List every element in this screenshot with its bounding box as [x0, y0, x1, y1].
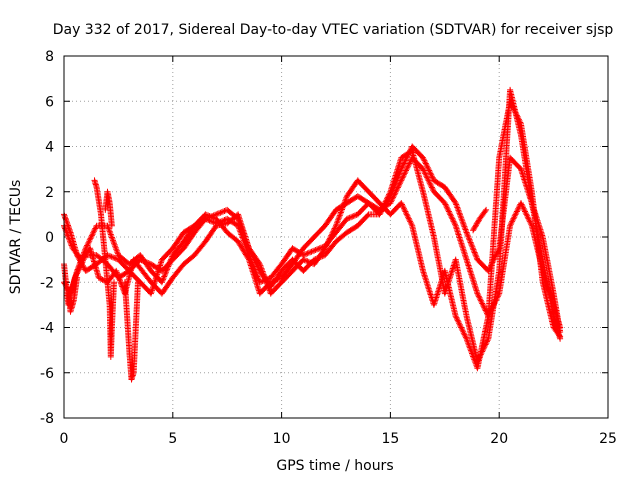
y-tick-label: 2: [45, 185, 54, 201]
grid-lines: [64, 56, 608, 418]
y-tick-label: 4: [45, 140, 54, 156]
y-tick-label: 6: [45, 94, 54, 110]
plus-markers: [121, 279, 141, 383]
y-tick-label: -8: [40, 411, 54, 427]
plus-markers: [65, 274, 81, 315]
x-tick-label: 20: [490, 431, 508, 447]
x-tick-label: 25: [599, 431, 617, 447]
x-tick-label: 5: [168, 431, 177, 447]
x-tick-label: 0: [60, 431, 69, 447]
y-tick-label: 8: [45, 49, 54, 65]
plus-markers: [470, 206, 490, 234]
y-axis-label: SDTVAR / TECUs: [8, 180, 24, 295]
axis-ticks: 0 5 10 15 20 25 -8 -6 -4 -2 0 2 4 6 8: [40, 49, 617, 447]
y-tick-label: -4: [40, 321, 54, 337]
series-spike-4: [102, 188, 115, 229]
x-tick-label: 10: [273, 431, 291, 447]
y-tick-label: 0: [45, 230, 54, 246]
data-points: [61, 86, 564, 383]
y-tick-label: -2: [40, 275, 54, 291]
plus-markers: [102, 188, 115, 229]
plot-frame: [63, 55, 609, 419]
series-spike-2: [121, 279, 141, 383]
plus-markers: [91, 177, 117, 360]
series-spike-3: [65, 274, 81, 315]
y-tick-label: -6: [40, 366, 54, 382]
series-spike-5: [470, 206, 490, 234]
x-axis-label: GPS time / hours: [276, 458, 393, 474]
series-spike-1: [91, 177, 117, 360]
chart-title: Day 332 of 2017, Sidereal Day-to-day VTE…: [53, 22, 614, 38]
x-tick-label: 15: [381, 431, 399, 447]
